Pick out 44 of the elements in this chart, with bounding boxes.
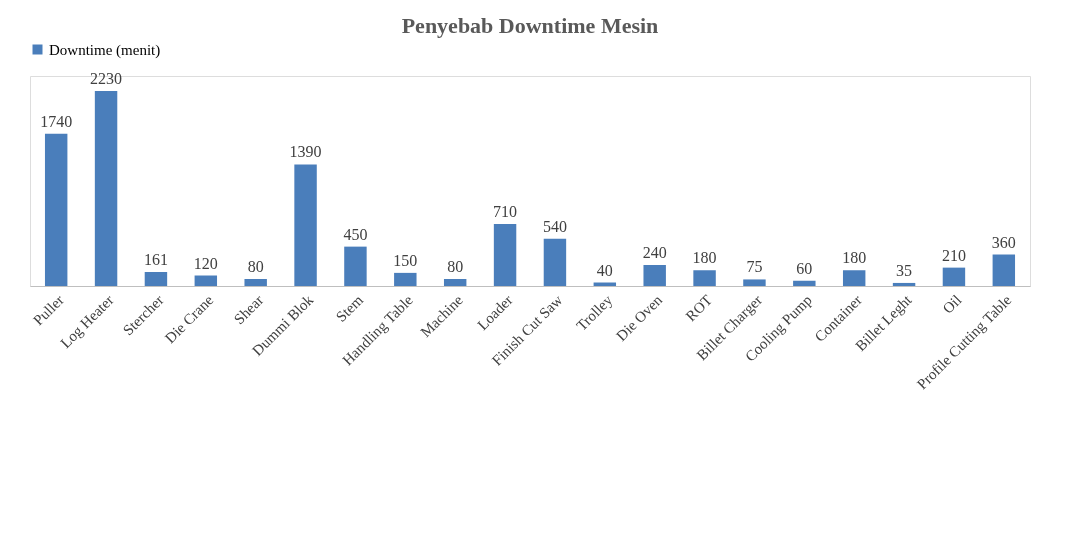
data-label: 1740 — [40, 112, 73, 130]
bar — [992, 254, 1016, 286]
bar — [493, 223, 517, 286]
x-tick-label: Die Oven — [613, 291, 666, 345]
data-label: 2230 — [90, 69, 123, 87]
data-label: 180 — [692, 249, 717, 267]
data-label: 40 — [596, 261, 613, 279]
chart-title: Penyebab Downtime Mesin — [401, 13, 659, 38]
bar — [743, 279, 766, 286]
bar — [44, 133, 68, 286]
bar — [394, 272, 417, 286]
data-label: 75 — [746, 258, 763, 276]
data-label: 1390 — [289, 143, 322, 161]
data-label: 150 — [393, 251, 418, 269]
bar — [194, 275, 218, 286]
bar — [443, 279, 467, 286]
bar — [543, 238, 567, 286]
data-label: 120 — [193, 254, 218, 272]
bar — [294, 164, 317, 286]
bar — [842, 270, 866, 286]
data-label: 35 — [896, 261, 913, 279]
bar — [94, 90, 118, 286]
bar — [693, 270, 716, 286]
data-label: 360 — [991, 233, 1016, 251]
data-label: 450 — [343, 225, 368, 243]
data-label: 240 — [642, 244, 667, 261]
data-label: 161 — [143, 250, 168, 268]
bar — [892, 282, 916, 286]
bar — [144, 271, 168, 286]
bar — [942, 267, 966, 286]
data-label: 180 — [842, 249, 867, 267]
data-label: 540 — [542, 217, 567, 235]
legend-label: Downtime (menit) — [49, 41, 161, 59]
bar — [244, 279, 267, 286]
bar — [344, 246, 367, 286]
data-label: 60 — [796, 259, 813, 277]
x-tick-label: Oil — [939, 291, 965, 317]
bar — [793, 280, 816, 286]
data-label: 710 — [493, 202, 518, 220]
data-label: 80 — [447, 258, 464, 275]
data-label: 80 — [247, 258, 264, 275]
bar — [643, 265, 666, 286]
x-tick-label: Stem — [332, 291, 367, 325]
data-label: 210 — [941, 246, 966, 264]
